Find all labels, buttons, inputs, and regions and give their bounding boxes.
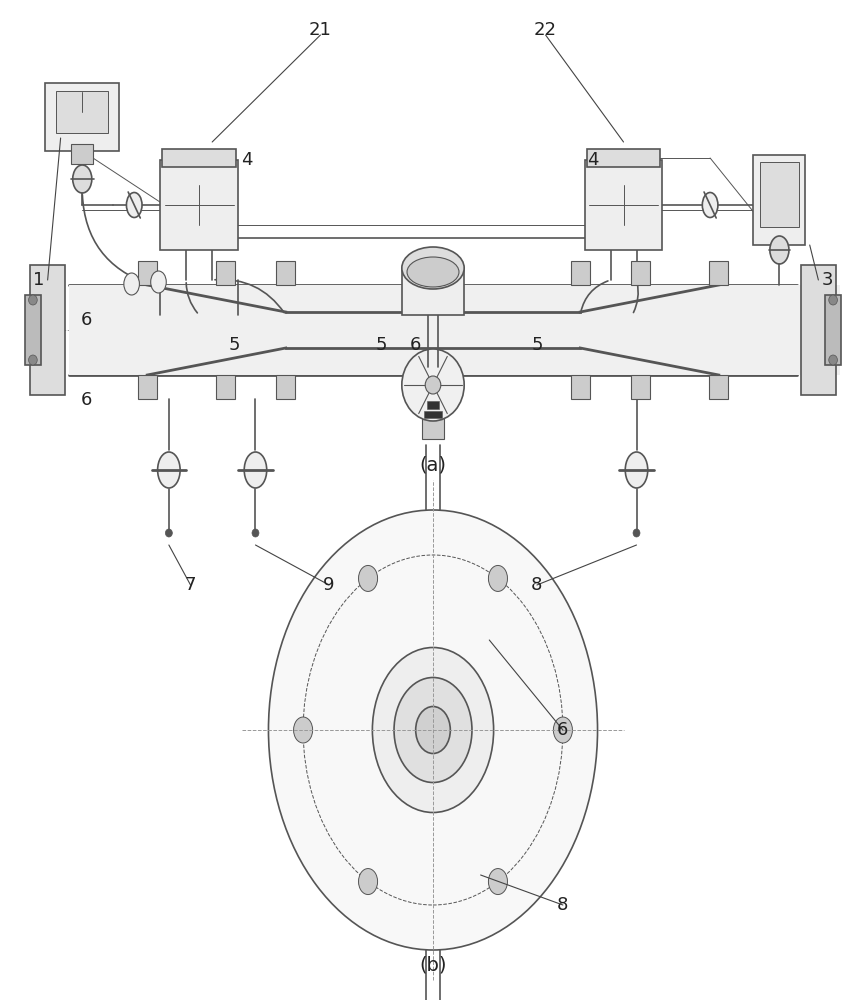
Bar: [709, 261, 728, 285]
Text: 4: 4: [241, 151, 253, 169]
Bar: [30, 265, 65, 395]
Circle shape: [829, 355, 837, 365]
Bar: [160, 160, 238, 250]
Bar: [571, 375, 590, 399]
Ellipse shape: [402, 349, 464, 421]
Ellipse shape: [702, 192, 718, 218]
Ellipse shape: [244, 452, 267, 488]
Ellipse shape: [372, 648, 494, 812]
Polygon shape: [69, 285, 840, 375]
Ellipse shape: [359, 869, 378, 895]
Bar: [276, 375, 295, 399]
Bar: [753, 155, 805, 245]
Ellipse shape: [407, 257, 459, 287]
Bar: [138, 375, 157, 399]
Text: 6: 6: [557, 721, 569, 739]
Bar: [276, 261, 295, 285]
Ellipse shape: [359, 565, 378, 591]
Ellipse shape: [158, 452, 180, 488]
Text: 4: 4: [587, 151, 599, 169]
Circle shape: [252, 529, 259, 537]
Text: (b): (b): [419, 956, 447, 974]
Circle shape: [165, 529, 172, 537]
Text: 5: 5: [531, 336, 543, 354]
Text: 1: 1: [33, 271, 45, 289]
Bar: [427, 401, 439, 409]
Ellipse shape: [553, 717, 572, 743]
Ellipse shape: [126, 192, 142, 218]
Text: 5: 5: [228, 336, 240, 354]
Circle shape: [425, 376, 441, 394]
Bar: [571, 261, 590, 285]
Bar: [825, 295, 841, 365]
Bar: [631, 261, 650, 285]
Text: 9: 9: [323, 576, 335, 594]
Bar: [631, 375, 650, 399]
Circle shape: [829, 295, 837, 305]
Bar: [424, 410, 442, 418]
Text: 22: 22: [534, 21, 557, 39]
Text: 3: 3: [821, 271, 833, 289]
Text: 8: 8: [531, 576, 543, 594]
Bar: [45, 83, 120, 151]
Text: 5: 5: [375, 336, 387, 354]
Bar: [709, 375, 728, 399]
Text: 21: 21: [309, 21, 332, 39]
Ellipse shape: [124, 273, 139, 295]
Ellipse shape: [294, 717, 313, 743]
Circle shape: [29, 295, 37, 305]
Text: 8: 8: [557, 896, 569, 914]
Bar: [587, 149, 661, 167]
Ellipse shape: [770, 236, 789, 264]
Bar: [402, 269, 464, 314]
Ellipse shape: [488, 869, 507, 895]
Bar: [216, 375, 235, 399]
Text: 6: 6: [410, 336, 422, 354]
Bar: [25, 295, 41, 365]
Circle shape: [29, 355, 37, 365]
Ellipse shape: [268, 510, 598, 950]
Bar: [216, 261, 235, 285]
Bar: [801, 265, 836, 395]
Ellipse shape: [625, 452, 648, 488]
Text: 7: 7: [184, 576, 197, 594]
Ellipse shape: [73, 165, 92, 193]
Bar: [56, 91, 108, 133]
Ellipse shape: [416, 706, 450, 754]
Bar: [760, 162, 799, 227]
Text: 6: 6: [81, 311, 93, 329]
Bar: [138, 261, 157, 285]
Ellipse shape: [402, 247, 464, 289]
Ellipse shape: [394, 678, 472, 782]
Bar: [163, 149, 236, 167]
Bar: [71, 144, 94, 164]
Ellipse shape: [151, 271, 166, 293]
Bar: [422, 417, 444, 439]
Ellipse shape: [488, 565, 507, 591]
Bar: [585, 160, 662, 250]
Text: (a): (a): [419, 456, 447, 475]
Circle shape: [633, 529, 640, 537]
Text: 6: 6: [81, 391, 93, 409]
